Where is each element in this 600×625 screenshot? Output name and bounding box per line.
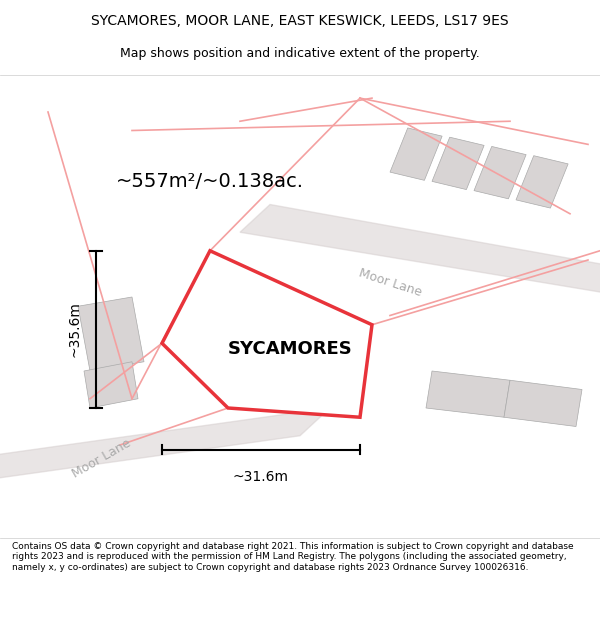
Polygon shape (390, 128, 442, 181)
Text: SYCAMORES, MOOR LANE, EAST KESWICK, LEEDS, LS17 9ES: SYCAMORES, MOOR LANE, EAST KESWICK, LEED… (91, 14, 509, 28)
Polygon shape (426, 371, 510, 418)
Polygon shape (162, 251, 372, 418)
Text: SYCAMORES: SYCAMORES (228, 340, 353, 357)
Text: ~35.6m: ~35.6m (67, 301, 81, 358)
Polygon shape (432, 138, 484, 189)
Polygon shape (504, 380, 582, 426)
Text: Moor Lane: Moor Lane (357, 267, 423, 299)
Polygon shape (0, 408, 330, 482)
Text: Contains OS data © Crown copyright and database right 2021. This information is : Contains OS data © Crown copyright and d… (12, 542, 574, 572)
Polygon shape (84, 362, 138, 408)
Polygon shape (228, 297, 312, 362)
Text: ~557m²/~0.138ac.: ~557m²/~0.138ac. (116, 172, 304, 191)
Polygon shape (474, 146, 526, 199)
Text: ~31.6m: ~31.6m (233, 471, 289, 484)
Polygon shape (516, 156, 568, 208)
Polygon shape (78, 297, 144, 371)
Text: Map shows position and indicative extent of the property.: Map shows position and indicative extent… (120, 48, 480, 61)
Text: Moor Lane: Moor Lane (70, 437, 134, 481)
Polygon shape (240, 204, 600, 297)
